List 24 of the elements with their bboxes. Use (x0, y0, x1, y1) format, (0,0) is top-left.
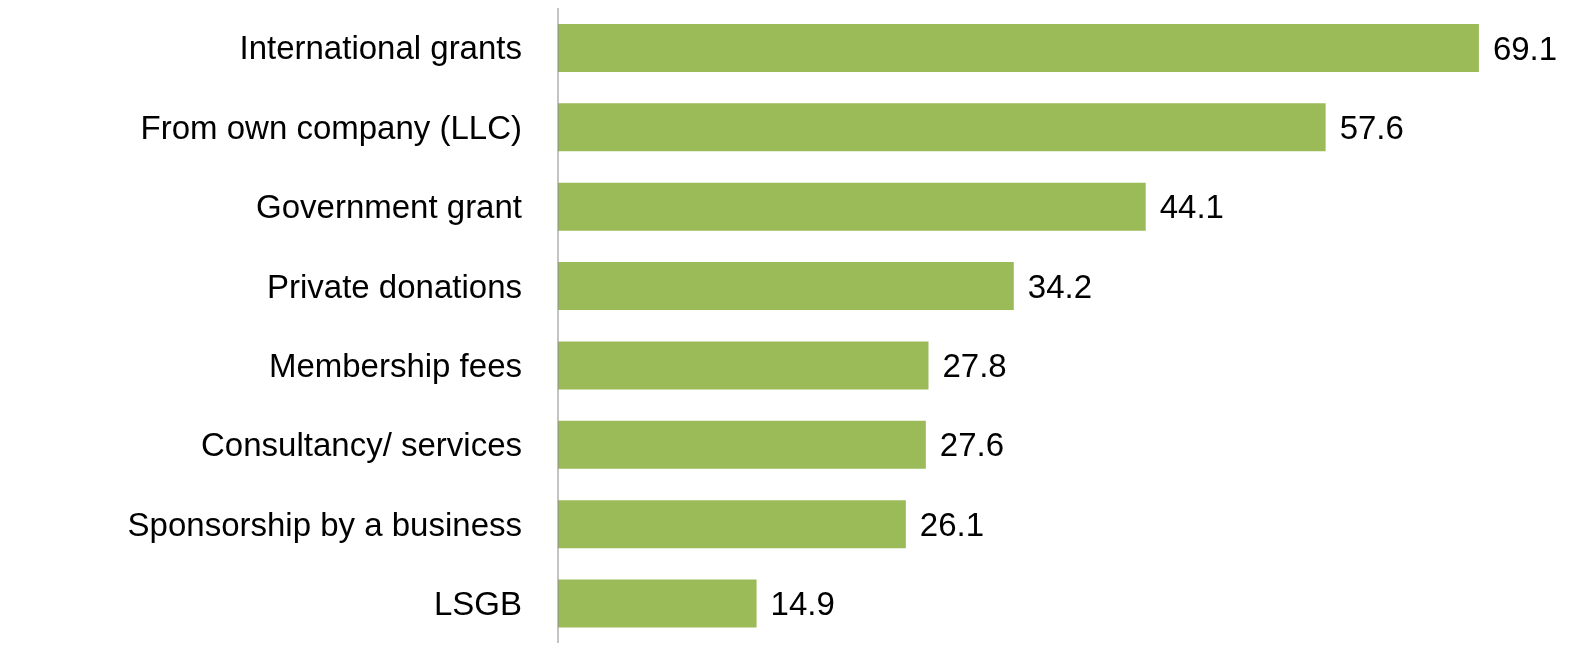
data-label: 27.8 (942, 347, 1007, 385)
y-tick-label: From own company (LLC) (140, 108, 522, 146)
y-tick-label: Sponsorship by a business (127, 505, 522, 543)
data-label: 69.1 (1492, 29, 1558, 67)
bar (558, 182, 1146, 231)
bar (558, 262, 1014, 310)
data-label: 14.9 (770, 585, 835, 623)
data-label: 26.1 (919, 505, 985, 543)
data-label: 44.1 (1159, 188, 1224, 226)
bar (558, 579, 757, 628)
bar (558, 23, 1479, 72)
data-label: 57.6 (1339, 108, 1404, 146)
y-tick-label: Membership fees (268, 346, 522, 384)
bar (558, 500, 906, 549)
bar (558, 341, 929, 390)
bar (558, 420, 926, 469)
data-label: 27.6 (939, 426, 1005, 464)
data-label: 34.2 (1027, 267, 1093, 305)
y-tick-label: Consultancy/ services (201, 426, 522, 464)
y-tick-label: Private donations (267, 267, 522, 305)
y-tick-label: LSGB (433, 585, 522, 623)
y-tick-label: International grants (239, 29, 522, 67)
bar (558, 103, 1326, 152)
y-tick-label: Government grant (256, 188, 522, 226)
